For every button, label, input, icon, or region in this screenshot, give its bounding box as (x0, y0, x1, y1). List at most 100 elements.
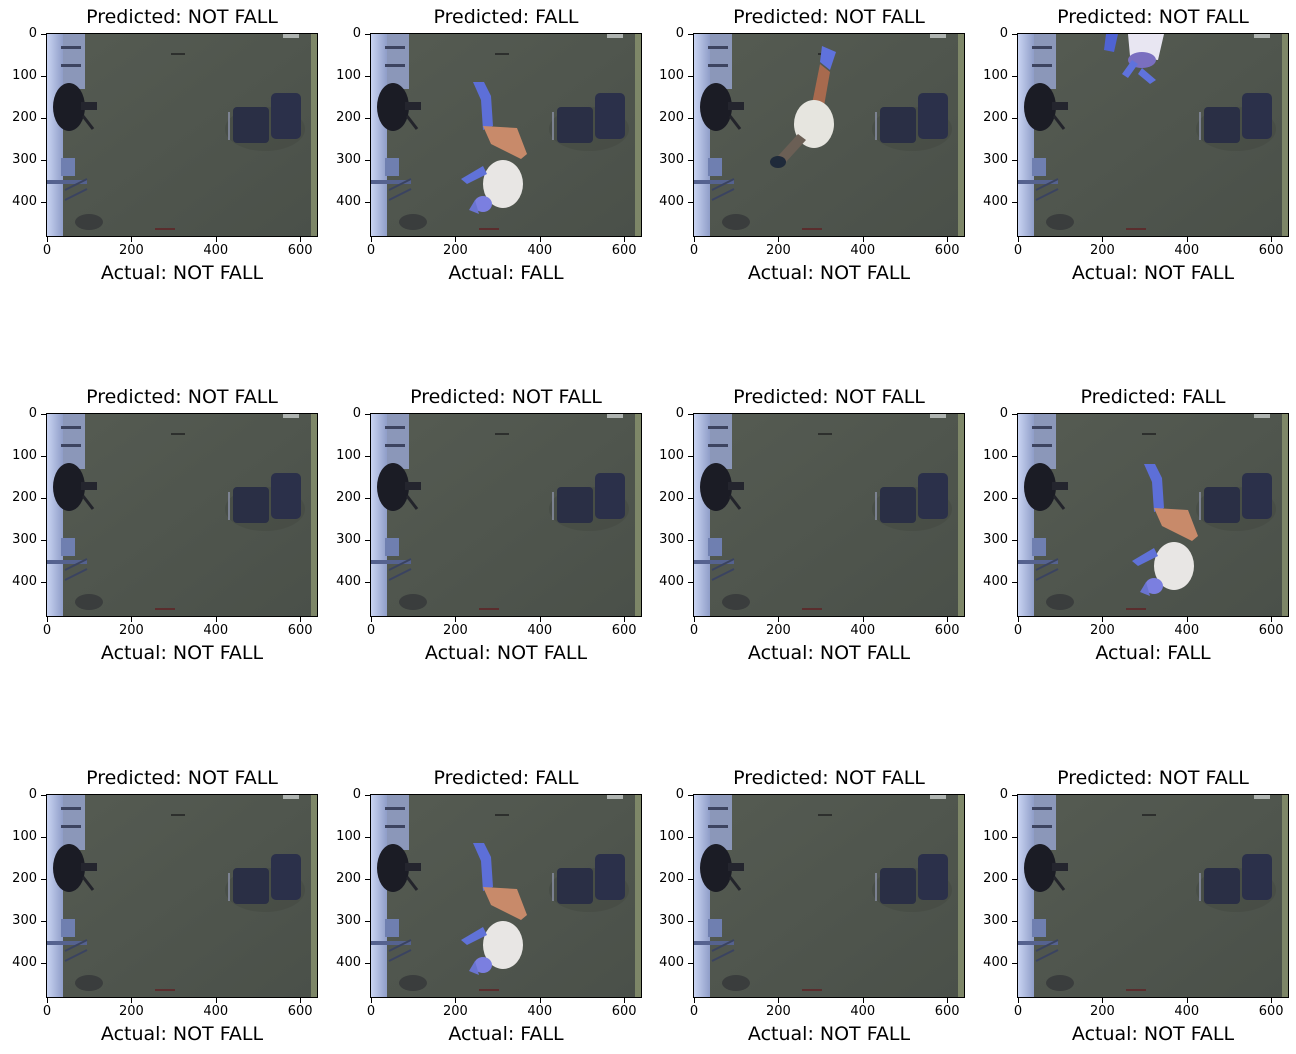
x-tick-label: 600 (934, 1004, 960, 1019)
x-tick-mark (862, 237, 864, 242)
actual-label: Actual: NOT FALL (747, 1023, 911, 1045)
x-tick-label: 200 (118, 243, 144, 258)
camera-frame-image (693, 413, 965, 617)
y-tick-label: 300 (12, 152, 37, 168)
y-tick-mark (688, 414, 693, 415)
camera-frame-image (1017, 413, 1289, 617)
x-tick-mark (1271, 617, 1273, 622)
x-tick-label: 0 (1013, 1004, 1023, 1019)
y-tick-mark (365, 963, 370, 965)
actual-label: Actual: NOT FALL (1071, 262, 1235, 284)
frame-panel: Predicted: NOT FALL 0 100 200 300 400 0 200 400 6… (659, 8, 965, 283)
y-tick-label: 0 (675, 26, 684, 41)
x-tick-mark (778, 237, 780, 242)
x-tick-mark (947, 237, 949, 242)
x-tick-mark (131, 998, 133, 1003)
predicted-label: Predicted: FALL (433, 767, 579, 789)
x-tick-mark (1102, 237, 1104, 242)
x-tick-label: 0 (42, 243, 52, 258)
frame-panel: Predicted: NOT FALL 0 100 200 300 400 0 200 400 6… (12, 769, 318, 1044)
x-tick-label: 200 (442, 623, 468, 638)
frame-panel: Predicted: NOT FALL 0 100 200 300 400 0 200 400 6… (983, 769, 1289, 1044)
y-tick-mark (41, 582, 46, 584)
y-tick-label: 100 (336, 68, 361, 84)
x-tick-mark (131, 237, 133, 242)
actual-label: Actual: NOT FALL (747, 262, 911, 284)
x-tick-label: 400 (1174, 1004, 1200, 1019)
y-tick-mark (41, 118, 46, 120)
x-tick-mark (371, 998, 372, 1003)
x-tick-label: 400 (203, 243, 229, 258)
x-tick-label: 0 (689, 243, 699, 258)
x-tick-label: 200 (1089, 623, 1115, 638)
x-tick-label: 400 (850, 243, 876, 258)
camera-frame-image (1017, 33, 1289, 237)
x-tick-label: 600 (611, 243, 637, 258)
y-tick-mark (41, 456, 46, 458)
y-tick-label: 200 (983, 490, 1008, 506)
y-tick-mark (41, 921, 46, 923)
frame-panel: Predicted: NOT FALL 0 100 200 300 400 0 200 400 6… (659, 388, 965, 663)
y-tick-label: 200 (983, 871, 1008, 887)
frame-panel: Predicted: NOT FALL 0 100 200 300 400 0 200 400 6… (12, 8, 318, 283)
y-tick-mark (1012, 34, 1017, 35)
y-tick-label: 200 (983, 110, 1008, 126)
x-tick-label: 0 (42, 1004, 52, 1019)
x-tick-mark (215, 998, 217, 1003)
x-tick-label: 600 (934, 623, 960, 638)
x-tick-mark (371, 617, 372, 622)
actual-label: Actual: FALL (1095, 642, 1211, 664)
x-tick-mark (694, 998, 695, 1003)
y-tick-mark (1012, 160, 1017, 162)
y-tick-mark (688, 456, 693, 458)
x-tick-label: 200 (442, 243, 468, 258)
y-tick-mark (1012, 963, 1017, 965)
x-tick-mark (455, 237, 457, 242)
y-tick-mark (688, 963, 693, 965)
x-tick-mark (694, 617, 695, 622)
x-tick-mark (539, 998, 541, 1003)
x-tick-mark (455, 617, 457, 622)
x-tick-mark (47, 617, 48, 622)
actual-label: Actual: FALL (448, 1023, 564, 1045)
y-tick-label: 300 (659, 152, 684, 168)
y-tick-mark (41, 963, 46, 965)
x-tick-label: 600 (1258, 1004, 1284, 1019)
y-tick-mark (365, 414, 370, 415)
y-tick-mark (365, 160, 370, 162)
y-tick-label: 200 (659, 490, 684, 506)
actual-label: Actual: NOT FALL (1071, 1023, 1235, 1045)
y-tick-label: 400 (336, 194, 361, 210)
x-tick-label: 200 (118, 1004, 144, 1019)
y-tick-label: 0 (352, 26, 361, 41)
camera-frame-image (46, 413, 318, 617)
predicted-label: Predicted: NOT FALL (86, 386, 278, 408)
x-tick-mark (1018, 617, 1019, 622)
x-tick-mark (778, 998, 780, 1003)
frame-panel: Predicted: NOT FALL 0 100 200 300 400 0 200 400 6… (983, 8, 1289, 283)
y-tick-mark (1012, 837, 1017, 839)
x-tick-mark (371, 237, 372, 242)
x-tick-label: 0 (366, 1004, 376, 1019)
x-tick-label: 400 (203, 623, 229, 638)
y-tick-mark (1012, 795, 1017, 796)
frame-panel: Predicted: NOT FALL 0 100 200 300 400 0 200 400 6… (336, 388, 642, 663)
x-tick-label: 600 (611, 623, 637, 638)
x-tick-mark (131, 617, 133, 622)
camera-frame-image (370, 413, 642, 617)
x-tick-label: 0 (1013, 623, 1023, 638)
y-tick-mark (1012, 202, 1017, 204)
y-tick-label: 200 (336, 490, 361, 506)
y-tick-label: 100 (983, 68, 1008, 84)
y-tick-label: 400 (983, 574, 1008, 590)
y-tick-label: 300 (659, 913, 684, 929)
y-tick-mark (1012, 118, 1017, 120)
y-tick-mark (365, 582, 370, 584)
frame-panel: Predicted: FALL 0 100 200 300 400 0 200 400 600 Ac… (336, 767, 642, 1044)
y-tick-label: 300 (983, 913, 1008, 929)
y-tick-label: 100 (336, 448, 361, 464)
x-tick-label: 400 (527, 1004, 553, 1019)
y-tick-label: 400 (12, 194, 37, 210)
x-tick-mark (1186, 237, 1188, 242)
y-tick-label: 400 (336, 955, 361, 971)
